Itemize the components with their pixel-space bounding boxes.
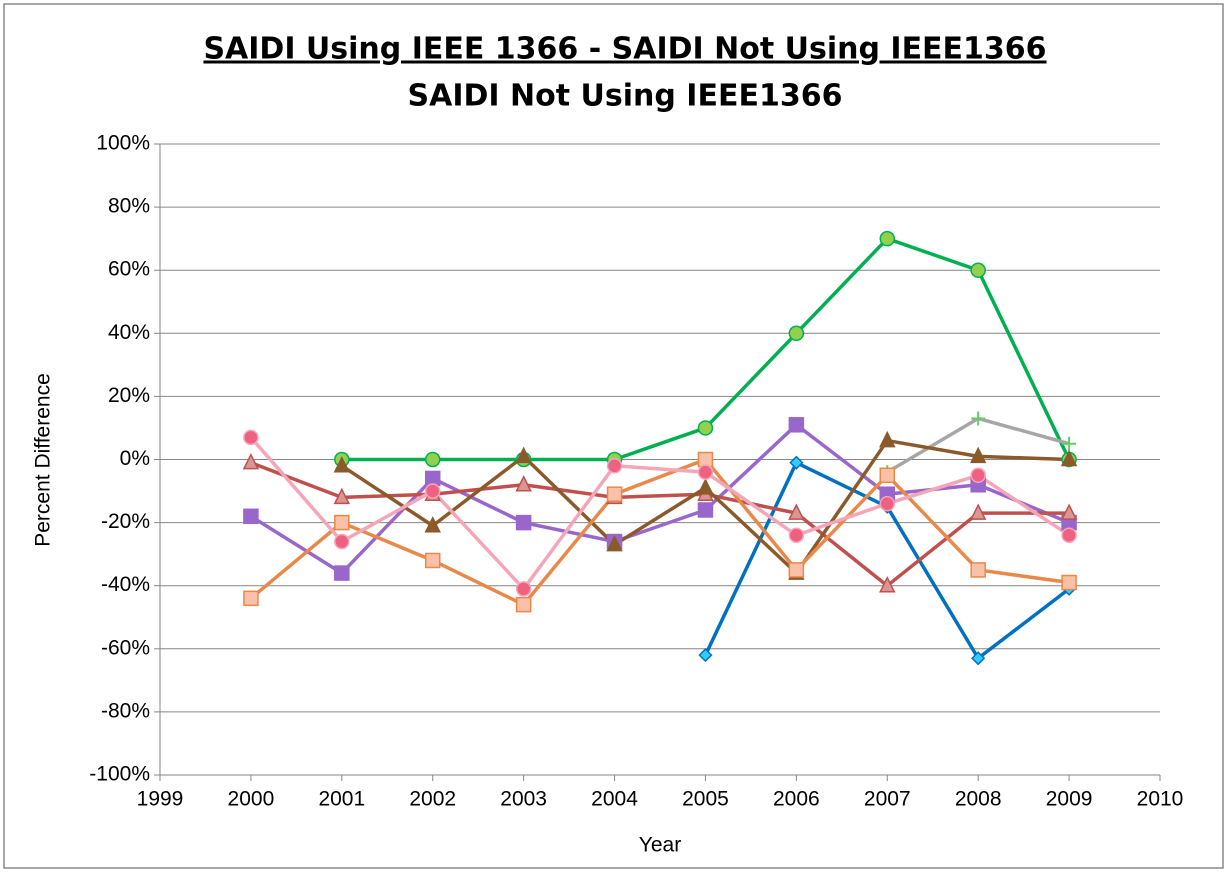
x-tick-label: 2004 [591, 788, 638, 811]
marker [970, 467, 986, 484]
marker [697, 478, 714, 495]
marker [788, 325, 805, 342]
chart-subtitle: SAIDI Not Using IEEE1366 [408, 79, 843, 114]
y-tick-label: -20% [101, 510, 150, 533]
x-tick-label: 1999 [137, 788, 184, 811]
marker [969, 503, 987, 520]
marker [879, 467, 896, 484]
x-tick-label: 2005 [682, 788, 729, 811]
marker [1062, 436, 1077, 451]
marker [1060, 449, 1078, 467]
marker [879, 230, 896, 247]
y-tick-label: 80% [108, 195, 150, 218]
marker [424, 451, 441, 468]
marker [788, 503, 805, 520]
marker [243, 429, 259, 446]
marker [333, 487, 351, 505]
marker [1060, 503, 1078, 520]
x-tick-label: 2000 [228, 788, 275, 811]
marker [879, 576, 896, 593]
y-tick-label: 100% [96, 132, 150, 155]
x-tick-label: 2002 [409, 788, 456, 811]
marker [969, 446, 987, 464]
marker [334, 533, 350, 550]
x-axis-label: Year [639, 834, 681, 857]
marker [606, 458, 623, 474]
y-tick-label: 60% [108, 258, 150, 281]
y-tick-label: 40% [108, 321, 150, 344]
x-tick-label: 2001 [318, 788, 365, 811]
y-axis-label: Percent Difference [32, 373, 55, 547]
marker [515, 475, 532, 492]
marker [971, 651, 986, 666]
x-tick-label: 2008 [955, 788, 1002, 811]
marker [970, 562, 986, 578]
marker [698, 648, 713, 663]
y-tick-label: -40% [101, 573, 150, 596]
marker [788, 527, 805, 543]
marker [515, 446, 532, 464]
marker [606, 535, 623, 552]
marker [697, 502, 714, 518]
marker [243, 590, 259, 607]
marker [515, 596, 532, 613]
marker [606, 486, 623, 502]
series-line [249, 457, 1070, 607]
marker [515, 514, 532, 531]
x-tick-label: 2003 [500, 788, 547, 811]
marker [424, 483, 441, 499]
marker [970, 262, 986, 278]
x-tick-label: 2006 [773, 788, 820, 811]
series-line [249, 436, 1071, 591]
x-tick-label: 2010 [1137, 788, 1184, 811]
marker [424, 552, 441, 569]
chart-title: SAIDI Using IEEE 1366 - SAIDI Not Using … [203, 32, 1046, 67]
marker [697, 420, 714, 436]
x-tick-label: 2009 [1046, 788, 1093, 811]
marker [879, 495, 896, 512]
marker [788, 417, 805, 433]
marker [879, 430, 896, 448]
marker [697, 464, 714, 480]
marker [242, 452, 260, 470]
x-tick-label: 2007 [864, 788, 911, 811]
y-tick-label: -60% [101, 636, 150, 659]
marker [334, 514, 350, 531]
marker [971, 411, 986, 426]
y-tick-label: 20% [108, 384, 150, 407]
marker [1061, 574, 1077, 591]
marker [424, 516, 441, 533]
marker [333, 456, 351, 473]
y-tick-label: -100% [89, 763, 150, 786]
marker [515, 581, 532, 597]
marker [788, 562, 805, 578]
marker [243, 508, 259, 525]
y-tick-label: 0% [120, 447, 150, 470]
chart-frame [3, 3, 1224, 869]
marker [789, 455, 804, 470]
marker [334, 565, 350, 581]
y-tick-label: -80% [101, 699, 150, 722]
marker [1061, 527, 1077, 543]
